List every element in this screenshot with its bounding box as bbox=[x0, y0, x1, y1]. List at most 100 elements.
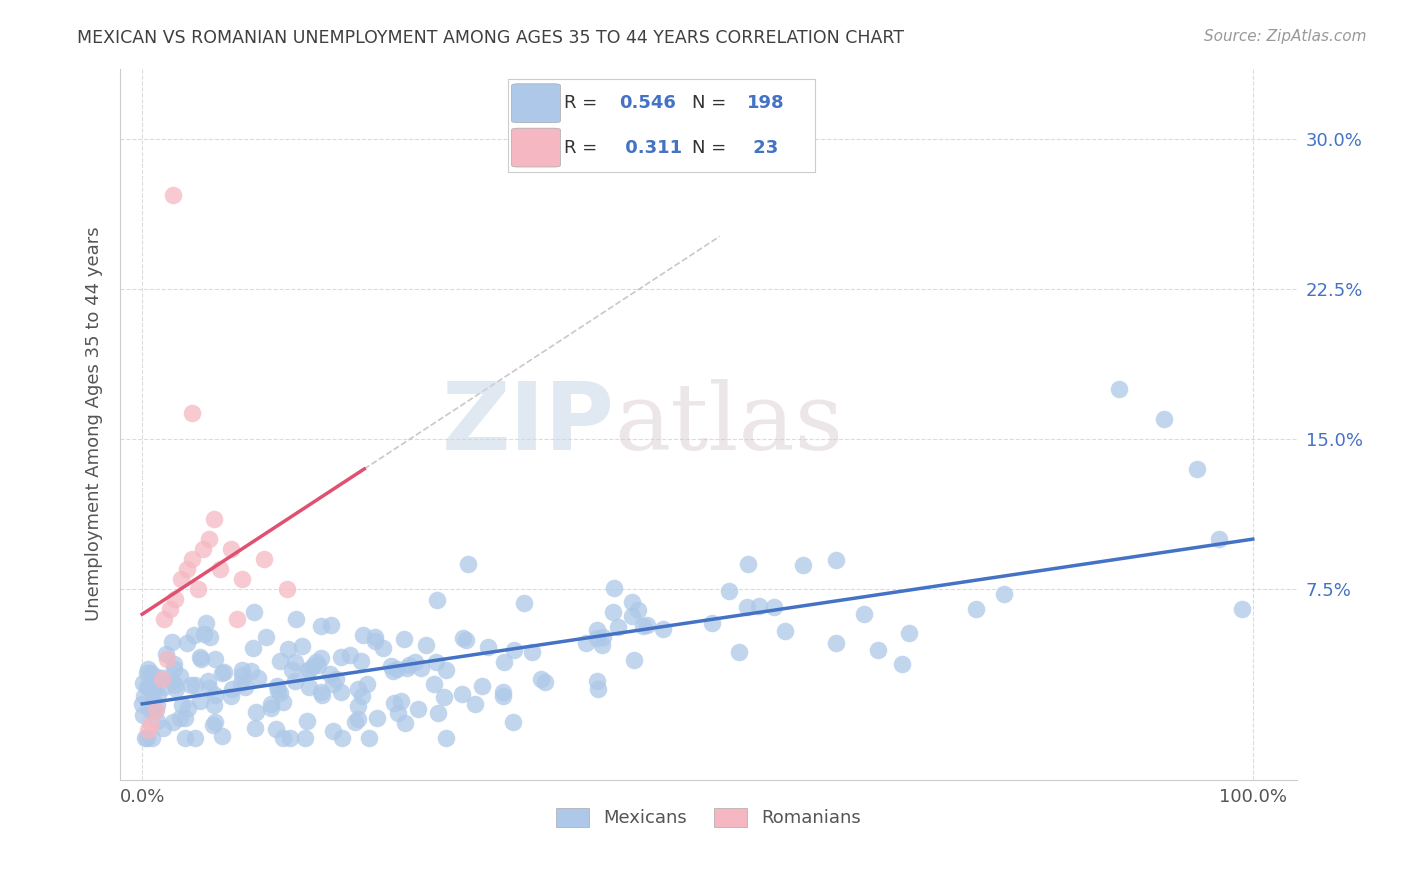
Point bbox=[626, 603, 648, 617]
Point bbox=[347, 682, 370, 697]
Point bbox=[134, 689, 156, 703]
Point bbox=[398, 657, 420, 672]
Point bbox=[204, 714, 226, 729]
Point bbox=[284, 611, 307, 625]
Point bbox=[330, 649, 353, 664]
Point bbox=[193, 627, 215, 641]
Point bbox=[193, 542, 215, 557]
Text: MEXICAN VS ROMANIAN UNEMPLOYMENT AMONG AGES 35 TO 44 YEARS CORRELATION CHART: MEXICAN VS ROMANIAN UNEMPLOYMENT AMONG A… bbox=[77, 29, 904, 46]
Point bbox=[737, 600, 759, 615]
Point bbox=[347, 698, 370, 713]
Point bbox=[160, 674, 183, 689]
Point bbox=[700, 616, 723, 631]
Point bbox=[409, 661, 432, 675]
Point bbox=[198, 681, 221, 695]
Point bbox=[231, 663, 253, 677]
Point bbox=[322, 677, 344, 691]
Point bbox=[242, 640, 264, 655]
Point bbox=[586, 681, 609, 696]
Point bbox=[131, 697, 153, 711]
Point bbox=[343, 714, 366, 729]
Point bbox=[136, 731, 159, 745]
Point bbox=[283, 674, 305, 689]
Point bbox=[352, 628, 374, 642]
Point bbox=[404, 655, 426, 669]
Point bbox=[530, 672, 553, 686]
Point bbox=[631, 619, 654, 633]
Point bbox=[134, 731, 156, 745]
Point bbox=[520, 644, 543, 658]
Point bbox=[502, 714, 524, 729]
Point bbox=[155, 652, 177, 666]
Point bbox=[773, 624, 796, 639]
Point bbox=[364, 630, 387, 644]
Point bbox=[359, 731, 381, 745]
Point bbox=[159, 602, 181, 616]
Point bbox=[188, 650, 211, 665]
Text: atlas: atlas bbox=[614, 379, 844, 469]
Point bbox=[202, 698, 225, 713]
Point bbox=[181, 406, 204, 420]
Point bbox=[406, 702, 429, 716]
Point bbox=[993, 587, 1015, 601]
Point bbox=[280, 663, 302, 677]
Point bbox=[728, 645, 751, 659]
Point bbox=[277, 642, 299, 657]
Point bbox=[239, 664, 262, 678]
Point bbox=[297, 714, 319, 729]
Point bbox=[163, 662, 186, 676]
Point bbox=[165, 682, 187, 697]
Point bbox=[267, 684, 290, 698]
Point bbox=[298, 663, 321, 677]
Point bbox=[311, 685, 333, 699]
Point bbox=[183, 628, 205, 642]
Point bbox=[136, 680, 159, 694]
Point bbox=[389, 693, 412, 707]
Point bbox=[176, 562, 198, 576]
Point bbox=[434, 663, 457, 677]
Point bbox=[451, 687, 474, 701]
Point bbox=[142, 684, 165, 698]
Point bbox=[150, 673, 173, 687]
Point bbox=[586, 674, 609, 689]
Point bbox=[176, 636, 198, 650]
Point bbox=[294, 731, 316, 745]
Point bbox=[330, 731, 353, 745]
Point bbox=[254, 630, 277, 644]
Point bbox=[132, 708, 155, 723]
Point bbox=[305, 655, 328, 669]
Point bbox=[153, 612, 176, 626]
Point bbox=[155, 647, 177, 661]
Point bbox=[636, 617, 658, 632]
Point bbox=[136, 723, 159, 737]
Point bbox=[170, 572, 193, 586]
Point bbox=[297, 663, 319, 677]
Point bbox=[184, 731, 207, 745]
Point bbox=[575, 635, 598, 649]
Point bbox=[225, 612, 247, 626]
Point bbox=[221, 681, 243, 696]
Point bbox=[266, 679, 288, 693]
Point bbox=[591, 638, 613, 652]
Point bbox=[603, 581, 626, 595]
Point bbox=[585, 623, 607, 637]
Point bbox=[141, 731, 163, 745]
Point bbox=[346, 712, 368, 726]
Point bbox=[382, 696, 405, 710]
Point bbox=[620, 608, 643, 623]
Point bbox=[763, 600, 786, 615]
Point bbox=[492, 690, 515, 704]
Point bbox=[392, 632, 415, 647]
Point bbox=[1208, 533, 1230, 547]
Legend: Mexicans, Romanians: Mexicans, Romanians bbox=[550, 801, 868, 835]
Point bbox=[602, 605, 624, 619]
Point bbox=[373, 641, 395, 656]
Point bbox=[242, 605, 264, 619]
Point bbox=[451, 631, 474, 645]
Point bbox=[198, 533, 221, 547]
Point bbox=[425, 655, 447, 669]
Point bbox=[502, 642, 524, 657]
Point bbox=[169, 711, 191, 725]
Point bbox=[387, 706, 409, 721]
Point bbox=[204, 652, 226, 666]
